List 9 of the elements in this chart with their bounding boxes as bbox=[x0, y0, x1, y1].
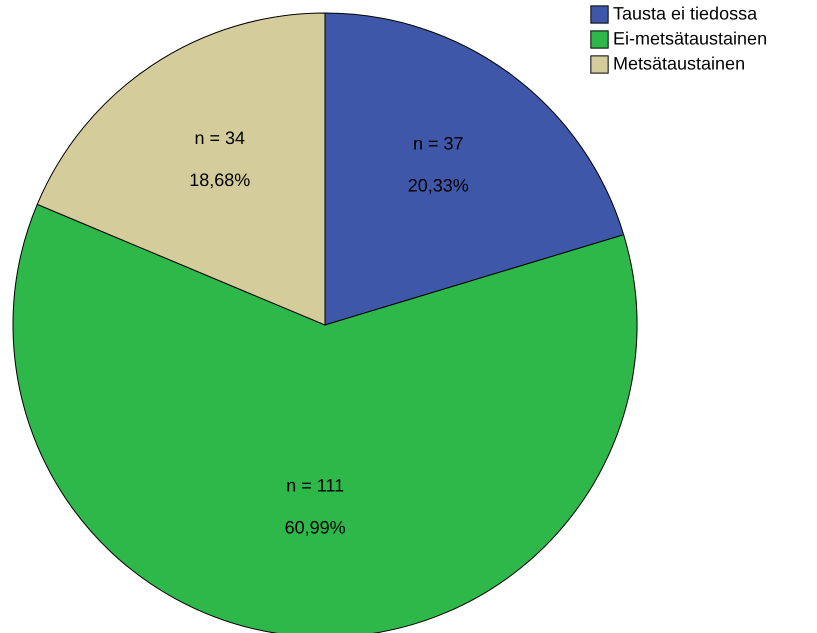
data-label: n = 111 bbox=[286, 476, 344, 496]
legend-label: Tausta ei tiedossa bbox=[613, 4, 758, 24]
legend-label: Ei-metsätaustainen bbox=[613, 28, 768, 48]
text: 60,99% bbox=[284, 518, 346, 538]
text: 20,33% bbox=[408, 175, 469, 196]
text: 18,68% bbox=[189, 170, 250, 190]
data-label: n = 37 bbox=[412, 133, 464, 154]
legend-label: Metsätaustainen bbox=[613, 54, 746, 74]
data-label: n = 34 bbox=[194, 128, 246, 148]
